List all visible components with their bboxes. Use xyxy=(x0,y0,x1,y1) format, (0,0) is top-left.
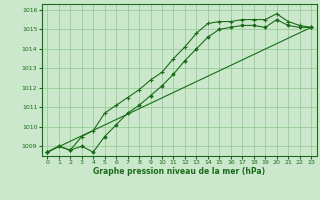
X-axis label: Graphe pression niveau de la mer (hPa): Graphe pression niveau de la mer (hPa) xyxy=(93,167,265,176)
